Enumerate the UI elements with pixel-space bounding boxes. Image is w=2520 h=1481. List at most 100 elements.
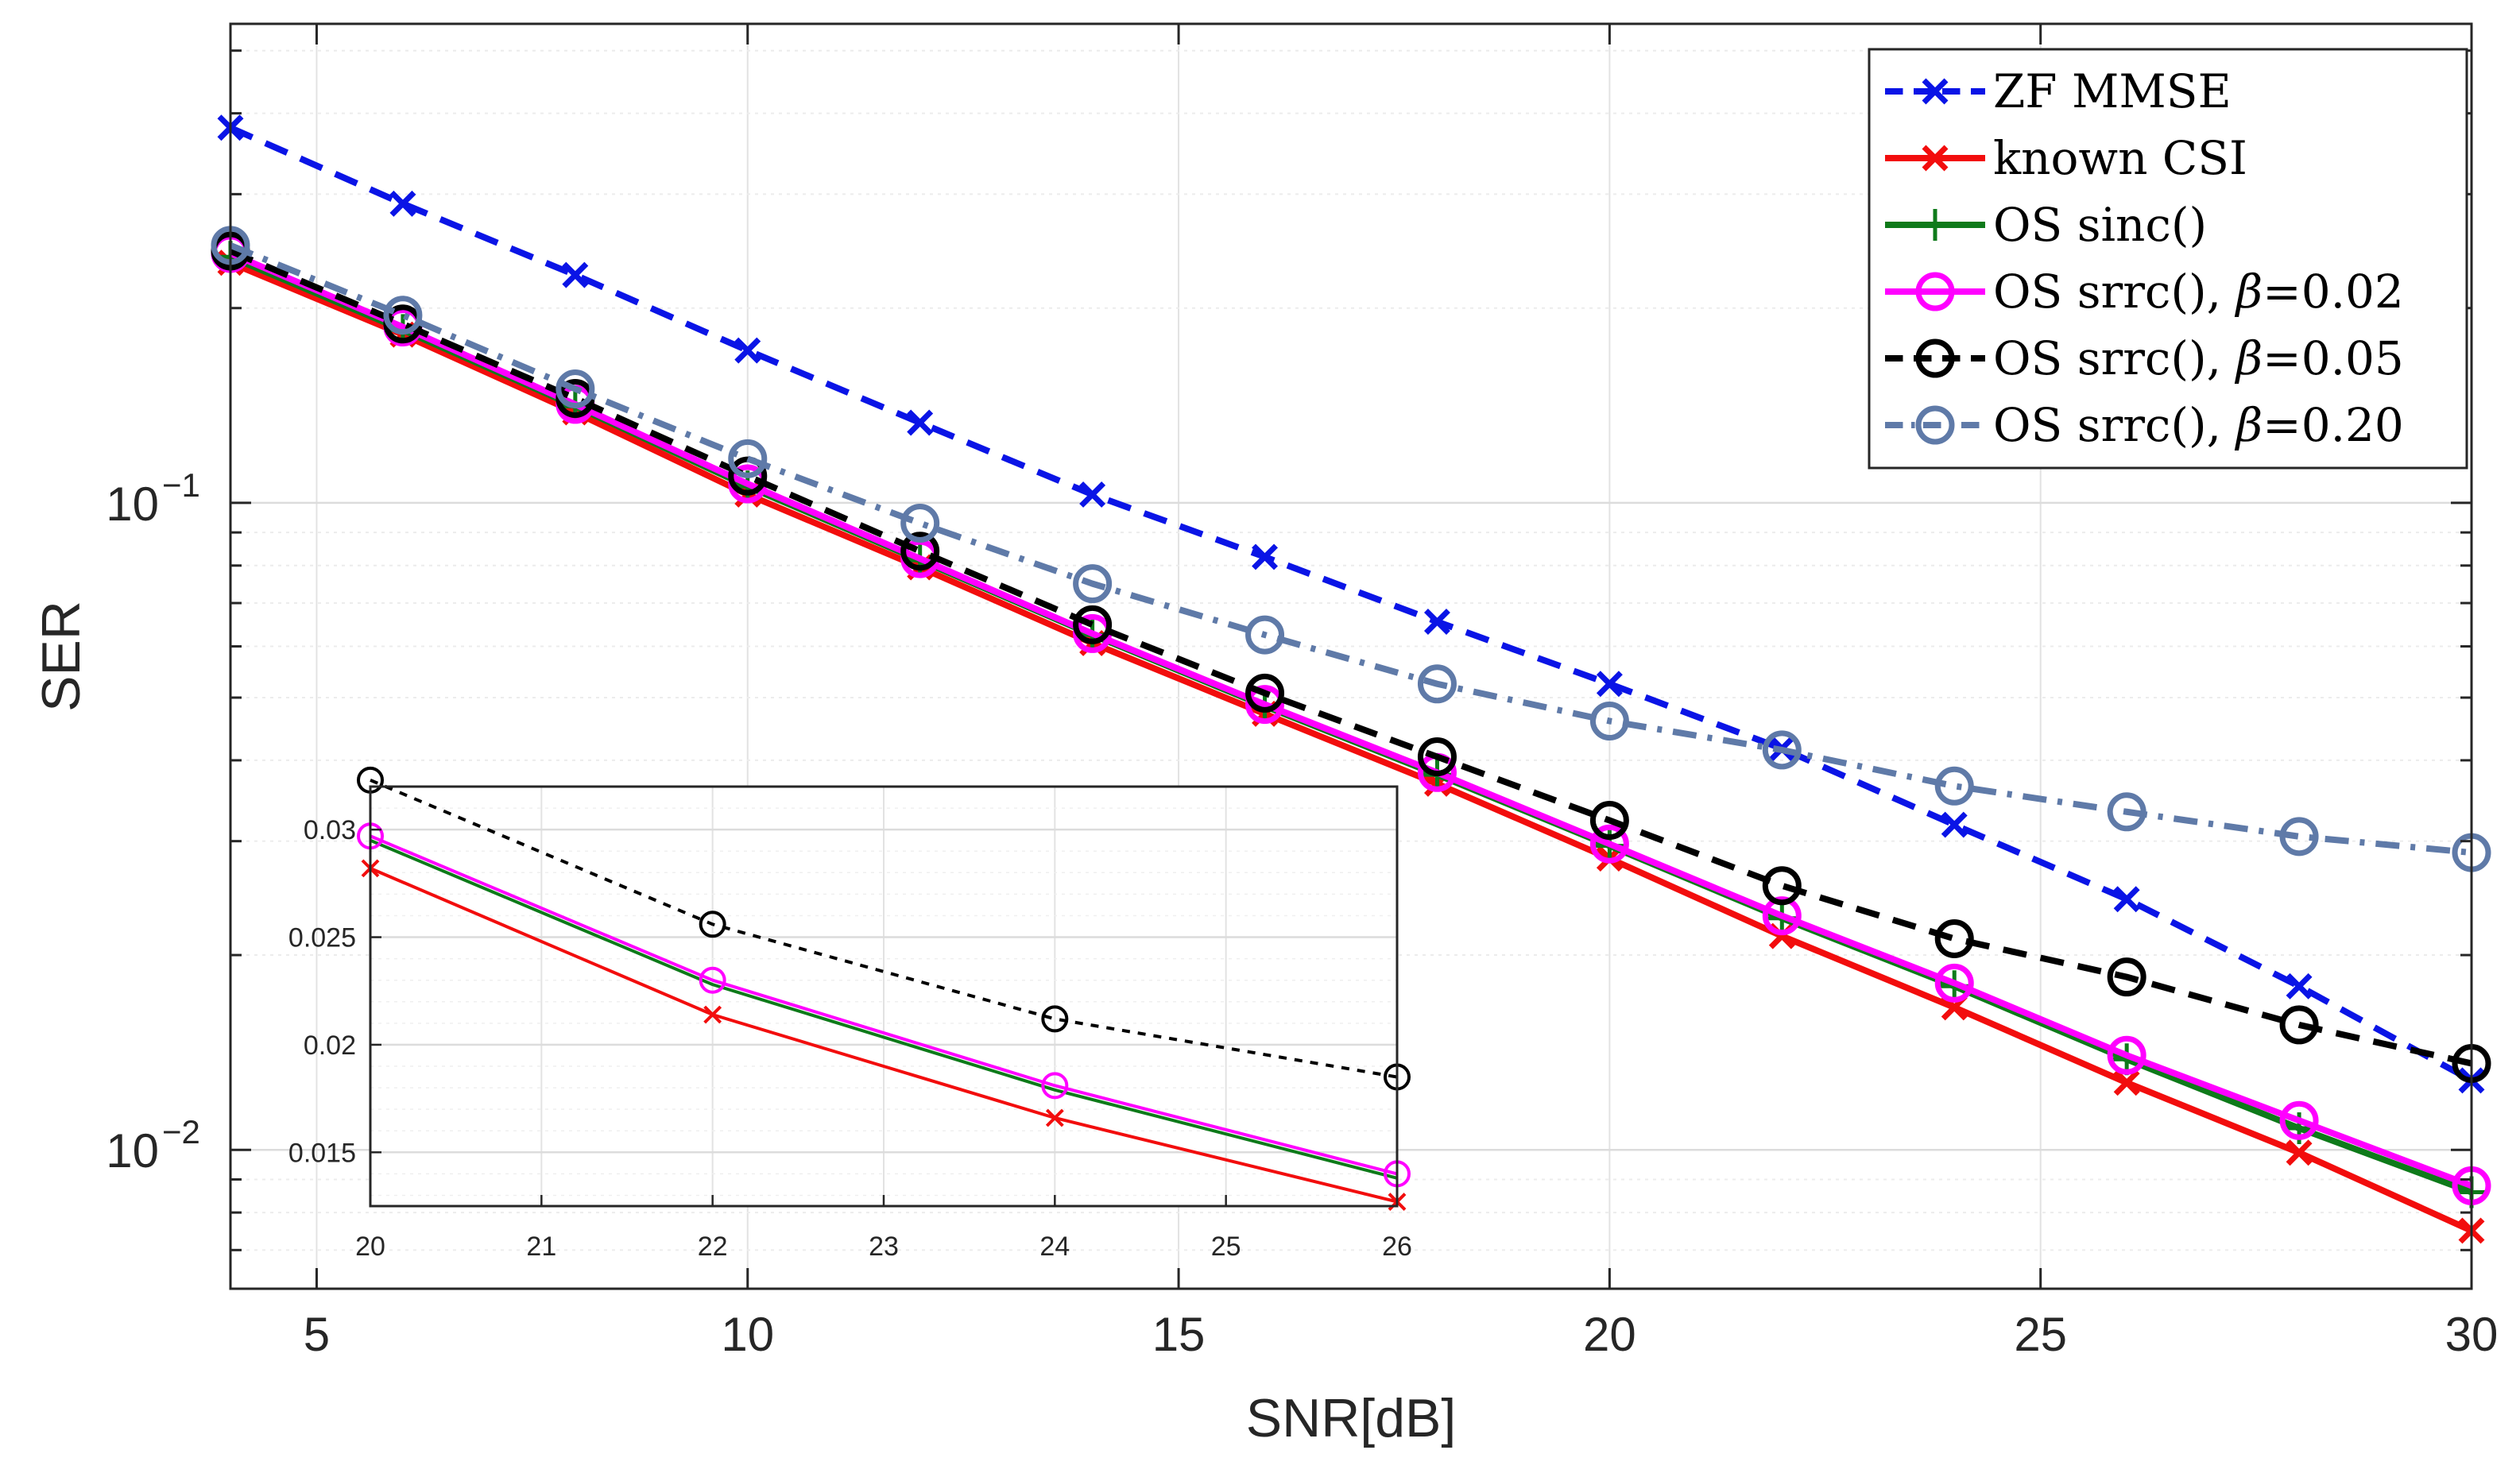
data-point-os-srrc-beta-0-20 [2107, 792, 2146, 832]
inset-data-point-known-csi [1045, 1108, 1064, 1127]
data-point-os-srrc-beta-0-05 [1934, 918, 1974, 958]
data-point-os-srrc-beta-0-20 [1417, 664, 1457, 704]
legend-label: OS srrc(), β=0.20 [1993, 398, 2404, 452]
x-tick-label: 5 [304, 1308, 330, 1361]
y-axis-label: SER [31, 601, 91, 712]
data-point-os-srrc-beta-0-02 [1934, 963, 1974, 1003]
data-point-zf-mmse [1941, 811, 1968, 838]
inset-x-tick-label: 22 [698, 1232, 728, 1262]
legend-marker-sample [1915, 338, 1955, 378]
inset-data-point-os-srrc-beta-0-05 [699, 911, 726, 938]
data-point-zf-mmse [1596, 671, 1623, 698]
data-point-zf-mmse [562, 261, 589, 288]
x-tick-label: 25 [2014, 1308, 2067, 1361]
inset-x-tick-label: 26 [1382, 1232, 1412, 1262]
inset-series-line-os-sinc [370, 838, 1398, 1180]
data-point-zf-mmse [907, 409, 934, 436]
data-point-os-srrc-beta-0-20 [2279, 817, 2319, 857]
data-point-os-srrc-beta-0-02 [1762, 896, 1802, 936]
legend-entry-os-srrc-beta-0-20: OS srrc(), β=0.20 [1885, 398, 2404, 452]
series-line-known-csi [229, 260, 2473, 1234]
data-point-os-srrc-beta-0-20 [555, 369, 595, 408]
inset-x-tick-label: 24 [1039, 1232, 1070, 1262]
legend-box [1868, 48, 2468, 470]
inset-y-tick-label: 0.015 [288, 1138, 356, 1168]
legend-marker-sample [1922, 78, 1949, 105]
data-point-os-srrc-beta-0-20 [1073, 564, 1113, 604]
inset-data-point-os-srrc-beta-0-02 [1041, 1072, 1069, 1100]
data-point-os-srrc-beta-0-20 [1934, 766, 1974, 806]
y-tick-label-exponent: −2 [162, 1113, 200, 1150]
legend-label: known CSI [1993, 131, 2247, 185]
legend-marker-sample [1922, 145, 1949, 172]
legend-label: OS sinc() [1993, 198, 2207, 252]
y-tick-label: 10 −1 [106, 466, 200, 531]
inset-y-tick-label: 0.03 [304, 815, 356, 845]
x-tick-label: 20 [1583, 1308, 1636, 1361]
data-point-os-srrc-beta-0-05 [2107, 957, 2146, 997]
legend: ZF MMSE known CSI OS sinc() OS srrc(), β=0.… [1868, 48, 2468, 470]
data-point-os-srrc-beta-0-02 [1589, 824, 1629, 864]
inset-y-tick-label: 0.025 [288, 923, 356, 953]
series-line-os-srrc-beta-0-05 [229, 248, 2472, 1067]
data-point-os-srrc-beta-0-05 [1589, 801, 1629, 841]
legend-entry-zf-mmse: ZF MMSE [1885, 64, 2232, 118]
inset-x-tick-label: 21 [526, 1232, 556, 1262]
legend-label: OS srrc(), β=0.05 [1993, 331, 2404, 385]
inset-series-os-srrc-beta-0-02 [357, 822, 1411, 1188]
data-point-known-csi [2113, 1069, 2140, 1096]
legend-entry-os-srrc-beta-0-02: OS srrc(), β=0.02 [1885, 265, 2404, 319]
data-point-zf-mmse [1423, 609, 1450, 635]
legend-entry-os-sinc: OS sinc() [1885, 198, 2207, 252]
inset-data-point-known-csi [703, 1005, 722, 1024]
data-point-os-srrc-beta-0-05 [1073, 605, 1113, 644]
y-tick-label-base: 10 [106, 1124, 159, 1177]
legend-entry-known-csi: known CSI [1885, 131, 2247, 185]
series-zf-mmse [217, 114, 2485, 1094]
legend-label: ZF MMSE [1993, 64, 2232, 118]
x-tick-label: 15 [1152, 1308, 1206, 1361]
data-point-zf-mmse [2286, 973, 2313, 1000]
data-point-os-srrc-beta-0-05 [1245, 673, 1285, 713]
inset-x-tick-label: 25 [1211, 1232, 1241, 1262]
data-point-os-srrc-beta-0-05 [1762, 866, 1802, 906]
inset-data-point-os-srrc-beta-0-02 [699, 966, 726, 994]
x-axis-label: SNR[dB] [1246, 1388, 1457, 1448]
data-point-os-srrc-beta-0-20 [1762, 730, 1802, 770]
legend-marker-sample [1915, 272, 1955, 311]
inset-x-tick-label: 20 [355, 1232, 385, 1262]
inset-data-point-os-srrc-beta-0-05 [1041, 1005, 1069, 1033]
data-point-zf-mmse [1079, 481, 1106, 508]
data-point-os-srrc-beta-0-20 [900, 504, 940, 543]
data-point-os-srrc-beta-0-05 [1417, 737, 1457, 777]
legend-marker-sample [1915, 405, 1955, 445]
data-point-os-srrc-beta-0-02 [2279, 1100, 2319, 1140]
y-tick-label-base: 10 [106, 478, 159, 531]
data-point-os-srrc-beta-0-20 [1245, 615, 1285, 655]
data-point-os-srrc-beta-0-20 [728, 439, 768, 478]
inset-plot: 20 21 22 23 24 25 26 0.015 0.02 0.025 0.03 [288, 766, 1412, 1262]
data-point-zf-mmse [2113, 886, 2140, 913]
x-tick-label: 10 [721, 1308, 774, 1361]
legend-entry-os-srrc-beta-0-05: OS srrc(), β=0.05 [1885, 331, 2404, 385]
data-point-zf-mmse [389, 190, 416, 217]
series-line-os-srrc-beta-0-02 [229, 250, 2473, 1189]
data-point-os-srrc-beta-0-05 [2279, 1005, 2319, 1045]
inset-series-os-sinc [370, 838, 1398, 1180]
legend-marker-sample [1919, 209, 1951, 241]
data-point-os-srrc-beta-0-02 [1245, 685, 1285, 725]
main-plot-frame [229, 22, 2473, 1290]
y-tick-label-exponent: −1 [162, 466, 200, 504]
inset-y-tick-label: 0.02 [304, 1031, 356, 1061]
data-point-known-csi [2286, 1139, 2313, 1166]
data-point-zf-mmse [734, 337, 761, 364]
y-tick-label: 10 −2 [106, 1113, 200, 1177]
data-point-os-srrc-beta-0-02 [2107, 1035, 2146, 1075]
data-point-os-srrc-beta-0-20 [1589, 702, 1629, 741]
x-tick-label: 30 [2445, 1308, 2499, 1361]
legend-label: OS srrc(), β=0.02 [1993, 265, 2404, 319]
inset-series-line-known-csi [370, 867, 1398, 1204]
inset-series-line-os-srrc-beta-0-02 [370, 834, 1398, 1176]
